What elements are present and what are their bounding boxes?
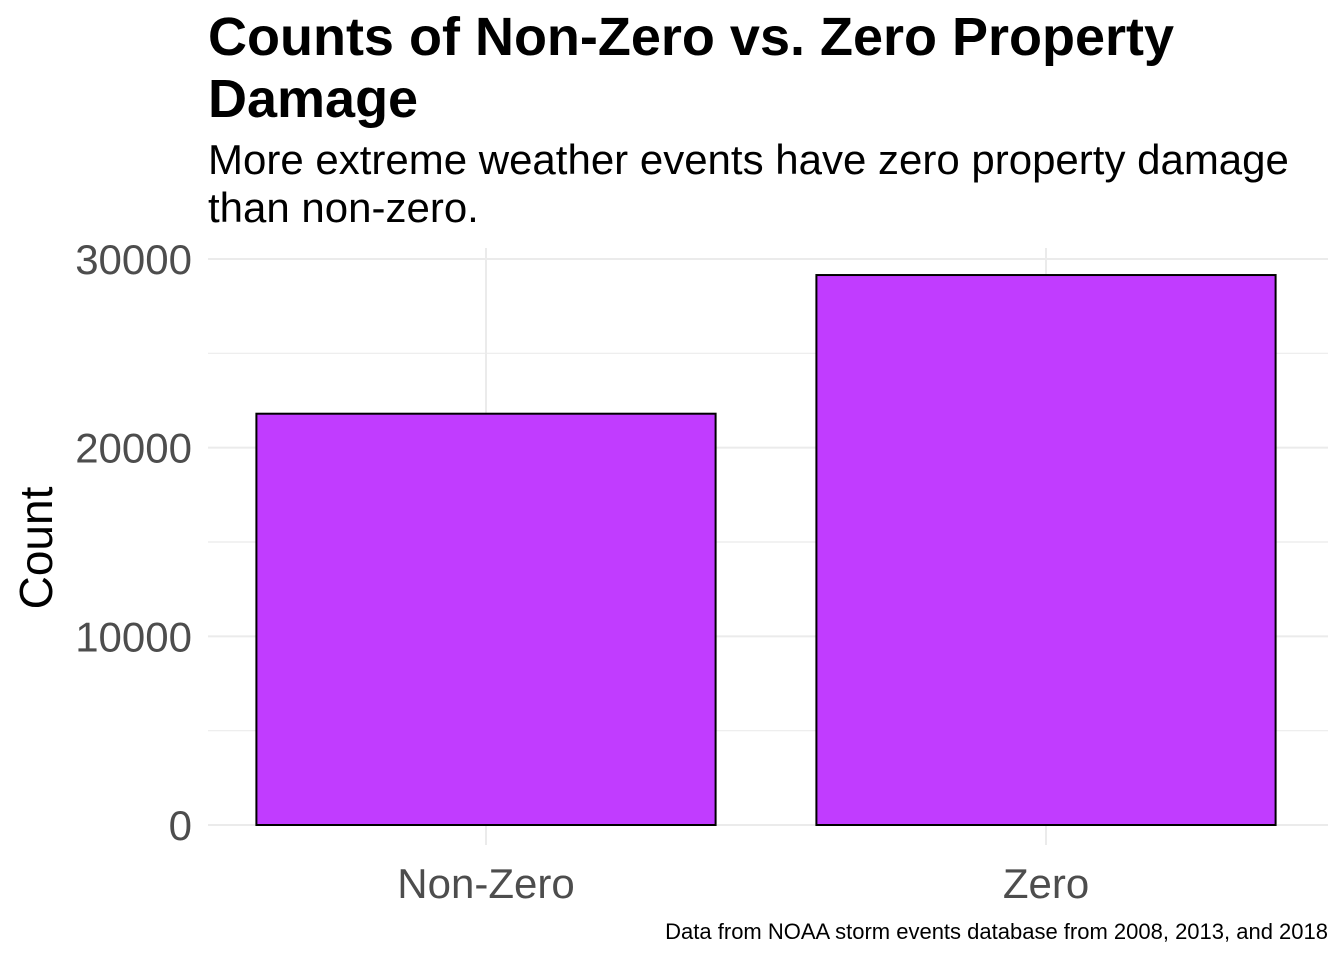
x-tick-label: Non-Zero [397,860,574,907]
chart-subtitle: More extreme weather events have zero pr… [208,136,1289,231]
x-tick-label: Zero [1003,860,1089,907]
bar-non-zero [255,412,717,826]
chart-caption: Data from NOAA storm events database fro… [665,919,1328,944]
y-tick-label: 30000 [75,236,192,283]
chart-title: Counts of Non-Zero vs. Zero Property Dam… [208,7,1175,129]
y-axis-title: Count [10,486,62,609]
y-tick-label: 20000 [75,425,192,472]
y-tick-label: 10000 [75,613,192,660]
y-tick-label: 0 [169,802,192,849]
x-tick-labels: Non-Zero Zero [397,860,1089,907]
bar-zero [815,274,1277,826]
bars [255,274,1277,826]
y-tick-labels: 0 10000 20000 30000 [75,236,192,849]
